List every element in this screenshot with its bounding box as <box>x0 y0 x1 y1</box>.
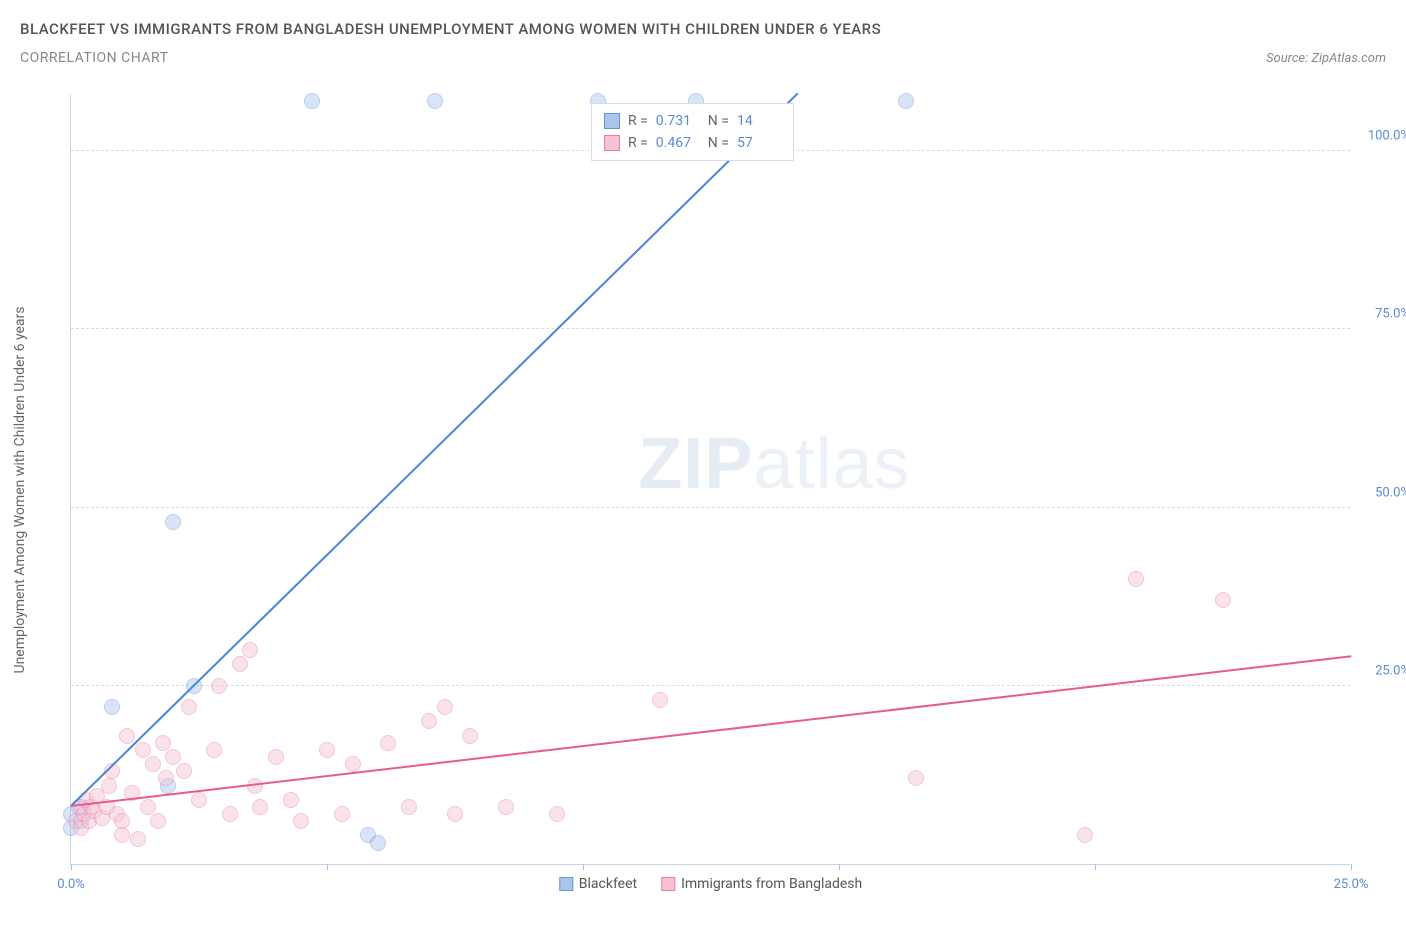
scatter-point <box>462 728 478 744</box>
scatter-point <box>319 742 335 758</box>
gridline <box>71 328 1350 329</box>
scatter-point <box>158 770 174 786</box>
scatter-point <box>252 799 268 815</box>
legend-swatch <box>661 877 675 891</box>
scatter-point <box>145 756 161 772</box>
series-legend-item: Immigrants from Bangladesh <box>661 876 862 892</box>
scatter-point <box>140 799 156 815</box>
scatter-point <box>135 742 151 758</box>
n-value: 14 <box>737 110 781 132</box>
scatter-point <box>155 735 171 751</box>
scatter-point <box>232 656 248 672</box>
scatter-point <box>114 827 130 843</box>
scatter-point <box>370 835 386 851</box>
y-tick-label: 75.0% <box>1355 307 1406 322</box>
series-legend: Blackfeet Immigrants from Bangladesh <box>559 876 862 892</box>
scatter-point <box>908 770 924 786</box>
scatter-point <box>421 713 437 729</box>
header: BLACKFEET VS IMMIGRANTS FROM BANGLADESH … <box>0 0 1406 66</box>
trend-line <box>71 655 1351 807</box>
n-label: N = <box>708 132 729 154</box>
legend-label: Immigrants from Bangladesh <box>681 876 862 892</box>
scatter-point <box>304 93 320 109</box>
chart-title: BLACKFEET VS IMMIGRANTS FROM BANGLADESH … <box>20 20 1386 38</box>
legend-label: Blackfeet <box>579 876 637 892</box>
scatter-point <box>206 742 222 758</box>
x-tick <box>1095 864 1096 870</box>
legend-swatch <box>604 113 620 129</box>
y-tick-label: 100.0% <box>1355 129 1406 144</box>
trend-line <box>70 92 798 806</box>
legend-swatch <box>559 877 573 891</box>
scatter-point <box>447 806 463 822</box>
scatter-point <box>401 799 417 815</box>
scatter-point <box>101 778 117 794</box>
scatter-point <box>1215 592 1231 608</box>
series-legend-item: Blackfeet <box>559 876 637 892</box>
watermark: ZIPatlas <box>638 423 910 505</box>
scatter-point <box>150 813 166 829</box>
scatter-point <box>242 642 258 658</box>
x-tick-label: 0.0% <box>57 877 85 892</box>
r-label: R = <box>628 110 648 132</box>
n-value: 57 <box>737 132 781 154</box>
n-label: N = <box>708 110 729 132</box>
x-tick <box>583 864 584 870</box>
scatter-point <box>1077 827 1093 843</box>
scatter-point <box>104 699 120 715</box>
scatter-point <box>437 699 453 715</box>
y-tick-label: 25.0% <box>1355 663 1406 678</box>
scatter-point <box>427 93 443 109</box>
r-value: 0.731 <box>656 110 700 132</box>
y-axis-title: Unemployment Among Women with Children U… <box>12 306 28 673</box>
gridline <box>71 507 1350 508</box>
scatter-point <box>191 792 207 808</box>
stats-legend-row: R = 0.731 N = 14 <box>604 110 781 132</box>
chart-subtitle: CORRELATION CHART <box>20 50 168 66</box>
x-tick-label: 25.0% <box>1334 877 1369 892</box>
scatter-point <box>165 749 181 765</box>
chart-container: Unemployment Among Women with Children U… <box>55 95 1385 885</box>
scatter-point <box>380 735 396 751</box>
scatter-point <box>268 749 284 765</box>
r-value: 0.467 <box>656 132 700 154</box>
scatter-point <box>119 728 135 744</box>
gridline <box>71 685 1350 686</box>
r-label: R = <box>628 132 648 154</box>
scatter-point <box>222 806 238 822</box>
subtitle-row: CORRELATION CHART Source: ZipAtlas.com <box>20 50 1386 66</box>
scatter-point <box>293 813 309 829</box>
legend-swatch <box>604 135 620 151</box>
scatter-point <box>1128 571 1144 587</box>
scatter-point <box>181 699 197 715</box>
scatter-point <box>211 678 227 694</box>
plot-area: ZIPatlas 25.0%50.0%75.0%100.0%0.0%25.0%R… <box>70 95 1350 865</box>
scatter-point <box>165 514 181 530</box>
scatter-point <box>498 799 514 815</box>
stats-legend: R = 0.731 N = 14 R = 0.467 N = 57 <box>591 103 794 161</box>
source-attribution: Source: ZipAtlas.com <box>1266 51 1386 66</box>
x-tick <box>1351 864 1352 870</box>
x-tick <box>327 864 328 870</box>
scatter-point <box>334 806 350 822</box>
scatter-point <box>652 692 668 708</box>
y-tick-label: 50.0% <box>1355 485 1406 500</box>
x-tick <box>839 864 840 870</box>
x-tick <box>71 864 72 870</box>
scatter-point <box>345 756 361 772</box>
scatter-point <box>130 831 146 847</box>
stats-legend-row: R = 0.467 N = 57 <box>604 132 781 154</box>
scatter-point <box>176 763 192 779</box>
scatter-point <box>549 806 565 822</box>
scatter-point <box>898 93 914 109</box>
scatter-point <box>283 792 299 808</box>
